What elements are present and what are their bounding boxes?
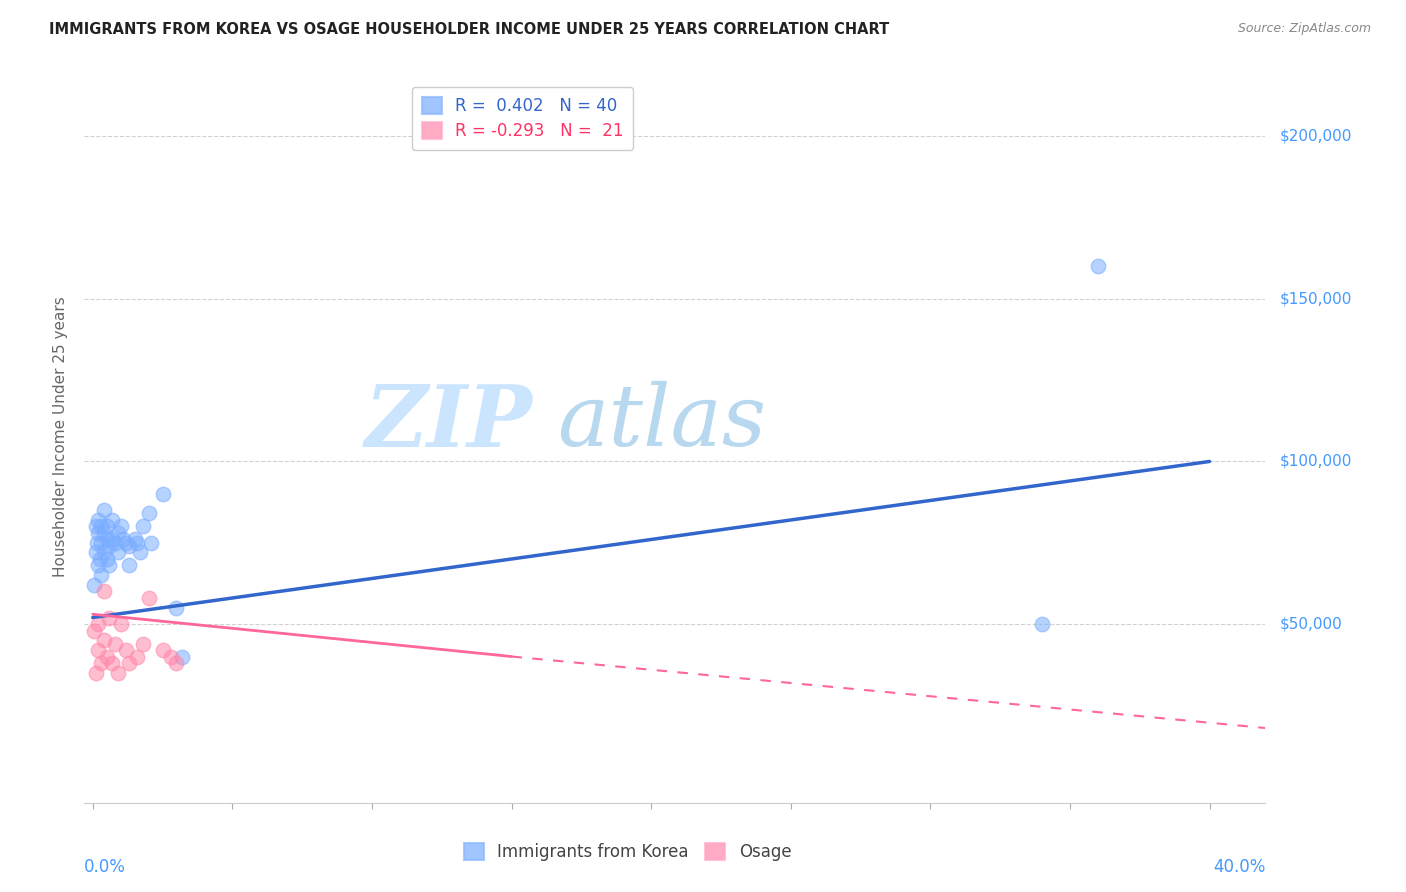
Point (90, 656, 112, 670)
Point (118, 539, 141, 553)
Point (115, 535, 138, 549)
Point (127, 535, 149, 549)
Point (107, 665, 129, 680)
Point (166, 656, 188, 670)
Point (96, 552, 118, 566)
Point (152, 487, 174, 501)
Point (93, 503, 115, 517)
Text: $50,000: $50,000 (1279, 616, 1343, 632)
Text: ZIP: ZIP (366, 381, 533, 464)
Point (96, 519, 118, 533)
Point (107, 545, 129, 559)
Point (129, 545, 152, 559)
Point (172, 649, 194, 664)
Point (118, 656, 141, 670)
Point (127, 649, 149, 664)
Point (101, 533, 124, 547)
Point (104, 535, 127, 549)
Point (96, 649, 118, 664)
Point (93, 526, 115, 541)
Legend: Immigrants from Korea, Osage: Immigrants from Korea, Osage (457, 836, 799, 868)
Point (84, 665, 107, 680)
Point (110, 519, 132, 533)
Point (160, 649, 183, 664)
Point (98, 558, 121, 573)
Y-axis label: Householder Income Under 25 years: Householder Income Under 25 years (53, 297, 69, 577)
Point (84, 519, 107, 533)
Point (110, 617, 132, 632)
Text: Source: ZipAtlas.com: Source: ZipAtlas.com (1237, 22, 1371, 36)
Point (98, 539, 121, 553)
Text: 40.0%: 40.0% (1213, 858, 1265, 876)
Point (115, 643, 138, 657)
Point (87, 526, 110, 541)
Point (118, 558, 141, 573)
Point (93, 584, 115, 599)
Point (152, 643, 174, 657)
Point (87, 643, 110, 657)
Point (96, 533, 118, 547)
Point (1087, 260, 1109, 274)
Point (93, 633, 115, 648)
Point (104, 636, 127, 650)
Point (141, 535, 163, 549)
Point (138, 507, 160, 521)
Point (87, 617, 110, 632)
Point (112, 533, 135, 547)
Text: $100,000: $100,000 (1279, 454, 1351, 469)
Point (83, 578, 105, 592)
Point (90, 519, 112, 533)
Point (93, 545, 115, 559)
Text: 0.0%: 0.0% (84, 858, 127, 876)
Point (90, 535, 112, 549)
Point (90, 568, 112, 582)
Point (166, 600, 188, 615)
Point (83, 624, 105, 638)
Point (132, 636, 155, 650)
Point (132, 519, 155, 533)
Point (107, 526, 129, 541)
Text: atlas: atlas (557, 381, 766, 464)
Text: $200,000: $200,000 (1279, 128, 1351, 144)
Point (89, 552, 111, 566)
Point (1031, 617, 1053, 632)
Point (101, 656, 124, 670)
Point (101, 513, 124, 527)
Point (87, 558, 110, 573)
Point (86, 535, 108, 549)
Text: IMMIGRANTS FROM KOREA VS OSAGE HOUSEHOLDER INCOME UNDER 25 YEARS CORRELATION CHA: IMMIGRANTS FROM KOREA VS OSAGE HOUSEHOLD… (49, 22, 890, 37)
Point (124, 533, 146, 547)
Text: $150,000: $150,000 (1279, 292, 1351, 307)
Point (84, 545, 107, 559)
Point (98, 610, 121, 624)
Point (138, 591, 160, 605)
Point (87, 513, 110, 527)
